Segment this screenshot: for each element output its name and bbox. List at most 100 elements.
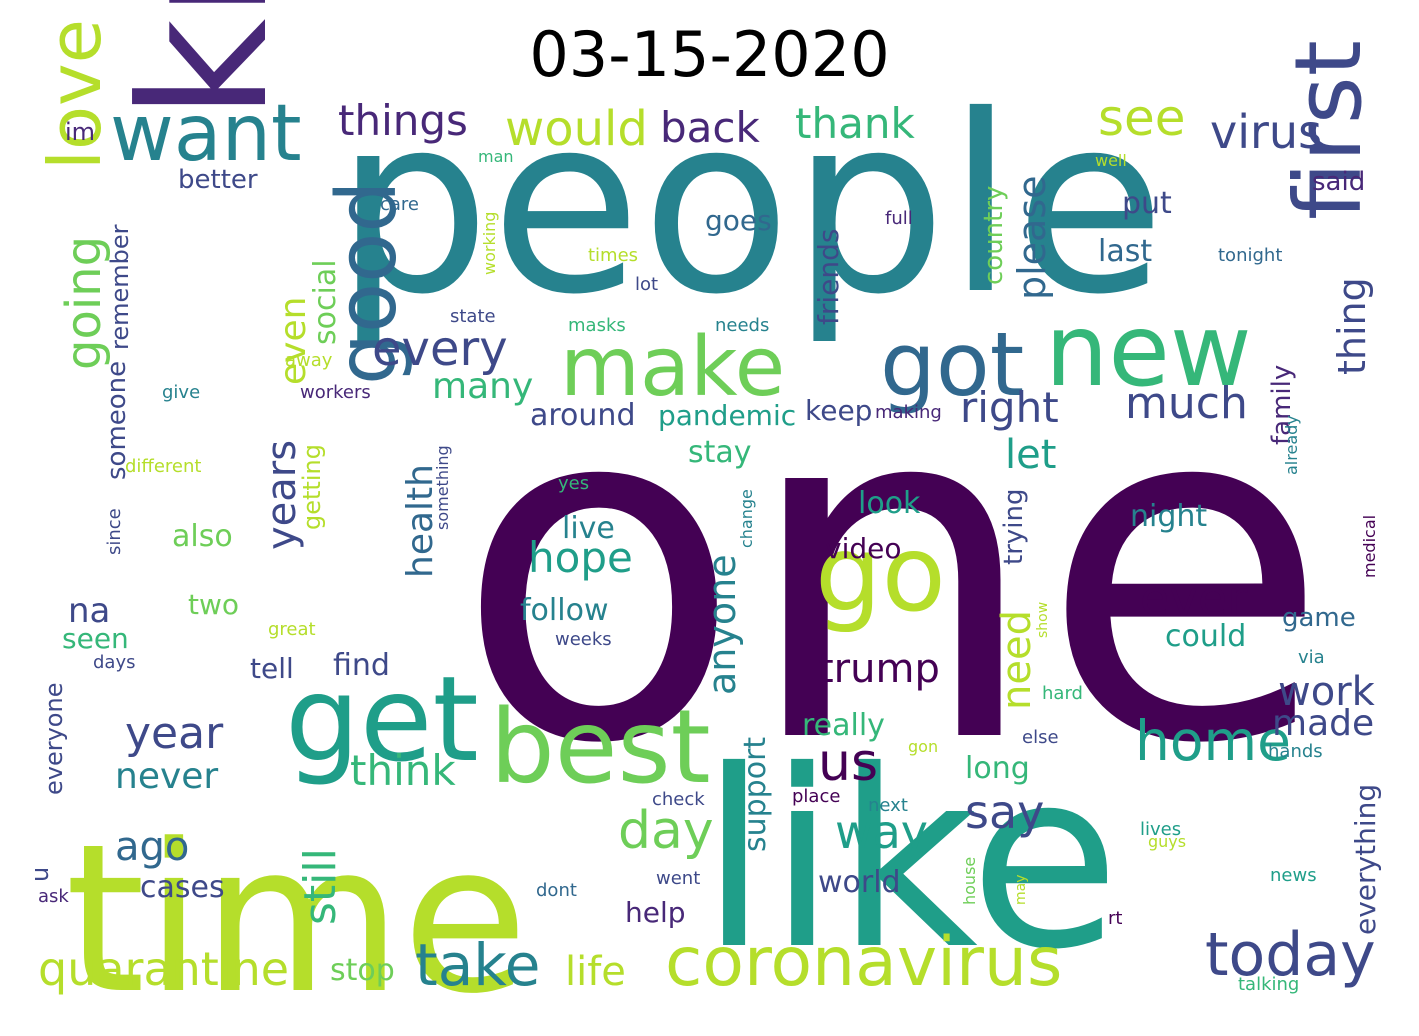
word-news: news [1270,865,1317,886]
word-made: made [1272,703,1374,744]
word-better: better [178,165,258,195]
word-care: care [380,194,419,215]
word-someone: someone [102,361,132,480]
word-stay: stay [688,435,752,470]
word-way: way [835,805,928,859]
word-everyone: everyone [40,683,68,795]
word-check: check [652,789,705,810]
word-quarantine: quarantine [38,942,289,996]
word-tell: tell [250,652,294,685]
word-would: would [505,101,648,157]
word-thank: thank [795,99,915,148]
word-people: people [335,63,1165,348]
word-goes: goes [705,204,772,237]
word-keep: keep [805,394,872,427]
word-help: help [625,896,686,929]
word-may: may [1013,874,1029,905]
word-first: first [1275,40,1382,220]
word-im: im [65,118,95,146]
word-look: look [858,486,921,521]
word-yes: yes [558,473,589,494]
word-also: also [172,519,233,554]
word-year: year [125,708,224,759]
word-work: work [1278,669,1376,715]
word-make: make [560,320,785,415]
word-full: full [885,208,913,229]
word-thing: thing [1330,277,1374,375]
word-never: never [115,756,218,797]
word-went: went [656,868,700,889]
word-video: video [825,532,901,565]
word-everything: everything [1349,784,1382,935]
word-like: like [700,718,1120,1003]
word-best: best [490,688,711,807]
word-virus: virus [1210,105,1322,159]
word-well: well [1095,151,1127,170]
word-want: want [110,89,302,179]
word-house: house [960,857,979,905]
word-really: really [802,708,885,743]
word-days: days [93,652,136,673]
word-show: show [1035,602,1051,638]
word-right: right [960,383,1059,432]
word-get: get [285,650,479,788]
word-next: next [868,795,908,816]
word-tonight: tonight [1218,245,1282,266]
word-let: let [1005,432,1056,478]
word-time: time [65,801,528,1036]
word-last: last [1098,234,1152,269]
word-stop: stop [330,953,395,988]
word-said: said [1312,167,1365,197]
word-please: please [1010,175,1054,300]
word-anyone: anyone [700,554,744,695]
word-could: could [1165,619,1246,654]
word-seen: seen [62,622,129,655]
word-today: today [1205,920,1376,990]
word-one: one [455,299,1330,846]
word-game: game [1282,603,1356,633]
word-social: social [308,259,343,345]
word-long: long [965,751,1030,786]
word-ask: ask [38,886,69,907]
word-find: find [333,648,390,683]
word-something: something [433,445,452,530]
word-every: every [372,321,508,377]
word-night: night [1130,499,1207,534]
word-lot: lot [635,274,658,295]
word-family: family [1267,365,1297,445]
word-remember: remember [106,224,134,350]
word-live: live [562,511,615,546]
word-via: via [1298,647,1325,668]
word-workers: workers [300,382,371,403]
word-working: working [480,212,499,275]
word-much: much [1125,378,1248,429]
word-change: change [737,489,756,548]
word-think: think [350,746,456,795]
word-day: day [618,801,714,861]
word-different: different [125,456,201,477]
word-around: around [530,398,635,433]
word-say: say [965,785,1044,839]
word-friends: friends [812,229,845,325]
word-place: place [792,786,840,807]
word-go: go [815,513,946,635]
word-good: good [320,181,415,385]
word-us: us [818,733,878,793]
word-hard: hard [1042,683,1083,704]
word-even: even [273,297,314,385]
word-pandemic: pandemic [658,399,796,432]
word-trump: trump [818,646,940,692]
word-world: world [818,865,901,900]
word-still: still [295,848,346,925]
word-hope: hope [528,533,633,582]
word-new: new [1045,292,1252,409]
word-guys: guys [1148,832,1186,851]
word-masks: masks [568,315,626,336]
word-health: health [400,464,441,578]
word-two: two [188,588,239,621]
word-years: years [259,440,305,550]
word-life: life [565,949,626,995]
word-back: back [660,103,760,152]
word-hands: hands [1268,741,1323,762]
